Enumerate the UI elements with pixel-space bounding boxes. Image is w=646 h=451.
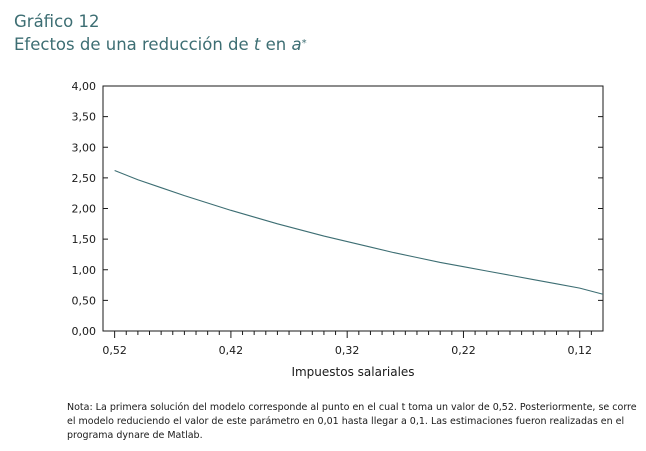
x-tick-label: 0,32 [335,344,360,357]
title-mid: en [260,35,292,54]
plot-frame [102,85,604,332]
series-group [114,170,604,295]
y-tick-label: 2,00 [72,203,97,216]
chart-heading: Gráfico 12 Efectos de una reducción de t… [14,10,307,56]
y-tick-label: 4,00 [72,80,97,93]
y-tick-label: 2,50 [72,172,97,185]
title-variable-t: t [253,35,261,54]
title-superscript: * [301,38,307,49]
x-tick-label: 0,12 [567,344,592,357]
title-variable-a: a [291,35,302,54]
chart-number: Gráfico 12 [14,12,100,31]
y-tick-label: 0,50 [72,294,97,307]
x-axis: 0,52 0,42 0,32 0,22 0,12 [102,331,592,357]
plot-border [102,85,604,332]
y-axis: 0,00 0,50 1,00 1,50 2,00 2,50 3,00 3,50 4,00 [72,80,603,338]
title-prefix: Efectos de una reducción de [14,35,254,54]
chart-title: Efectos de una reducción de t en a* [14,33,307,56]
y-tick-label: 0,00 [72,325,97,338]
x-tick-label: 0,42 [219,344,244,357]
x-tick-label: 0,22 [451,344,476,357]
x-axis-title: Impuestos salariales [291,365,414,379]
footnote: Nota: La primera solución del modelo cor… [67,402,637,441]
series-line [114,170,604,295]
x-tick-label: 0,52 [102,344,127,357]
y-tick-label: 1,00 [72,264,97,277]
y-tick-label: 3,00 [72,141,97,154]
y-tick-label: 3,50 [72,111,97,124]
y-tick-label: 1,50 [72,233,97,246]
